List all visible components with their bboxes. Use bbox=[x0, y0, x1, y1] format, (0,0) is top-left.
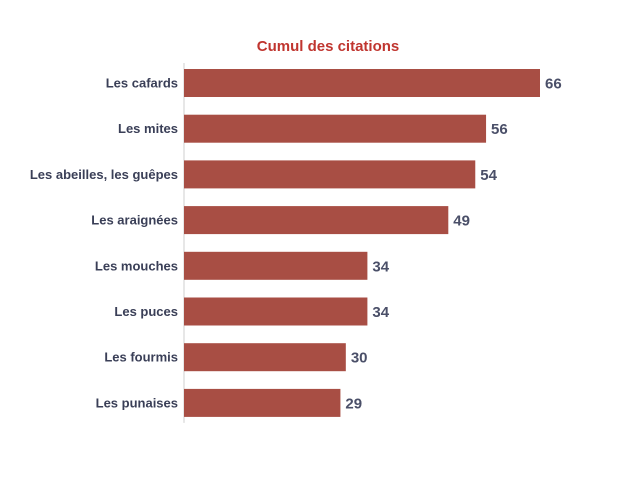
bar-2 bbox=[184, 160, 476, 189]
value-label: 49 bbox=[453, 213, 470, 230]
category-label: Les abeilles, les guêpes bbox=[30, 167, 178, 182]
value-label: 34 bbox=[372, 304, 389, 321]
bar-6 bbox=[184, 343, 346, 372]
category-label: Les araignées bbox=[91, 213, 178, 228]
bar-4 bbox=[184, 251, 368, 280]
value-label: 30 bbox=[351, 350, 368, 367]
category-label: Les fourmis bbox=[104, 350, 178, 365]
bar-7 bbox=[184, 388, 341, 417]
chart-title: Cumul des citations bbox=[256, 38, 400, 55]
category-label: Les cafards bbox=[106, 76, 178, 91]
value-label: 56 bbox=[491, 121, 508, 138]
value-label: 34 bbox=[372, 258, 389, 275]
category-label: Les punaises bbox=[96, 395, 178, 410]
category-label: Les puces bbox=[114, 304, 178, 319]
value-label: 66 bbox=[545, 76, 562, 93]
value-label: 29 bbox=[345, 395, 362, 412]
bar-5 bbox=[184, 297, 368, 326]
category-label: Les mouches bbox=[95, 258, 178, 273]
category-label: Les mites bbox=[118, 121, 178, 136]
bar-3 bbox=[184, 206, 449, 235]
bar-1 bbox=[184, 114, 487, 143]
bar-0 bbox=[184, 69, 540, 97]
value-label: 54 bbox=[480, 167, 497, 184]
